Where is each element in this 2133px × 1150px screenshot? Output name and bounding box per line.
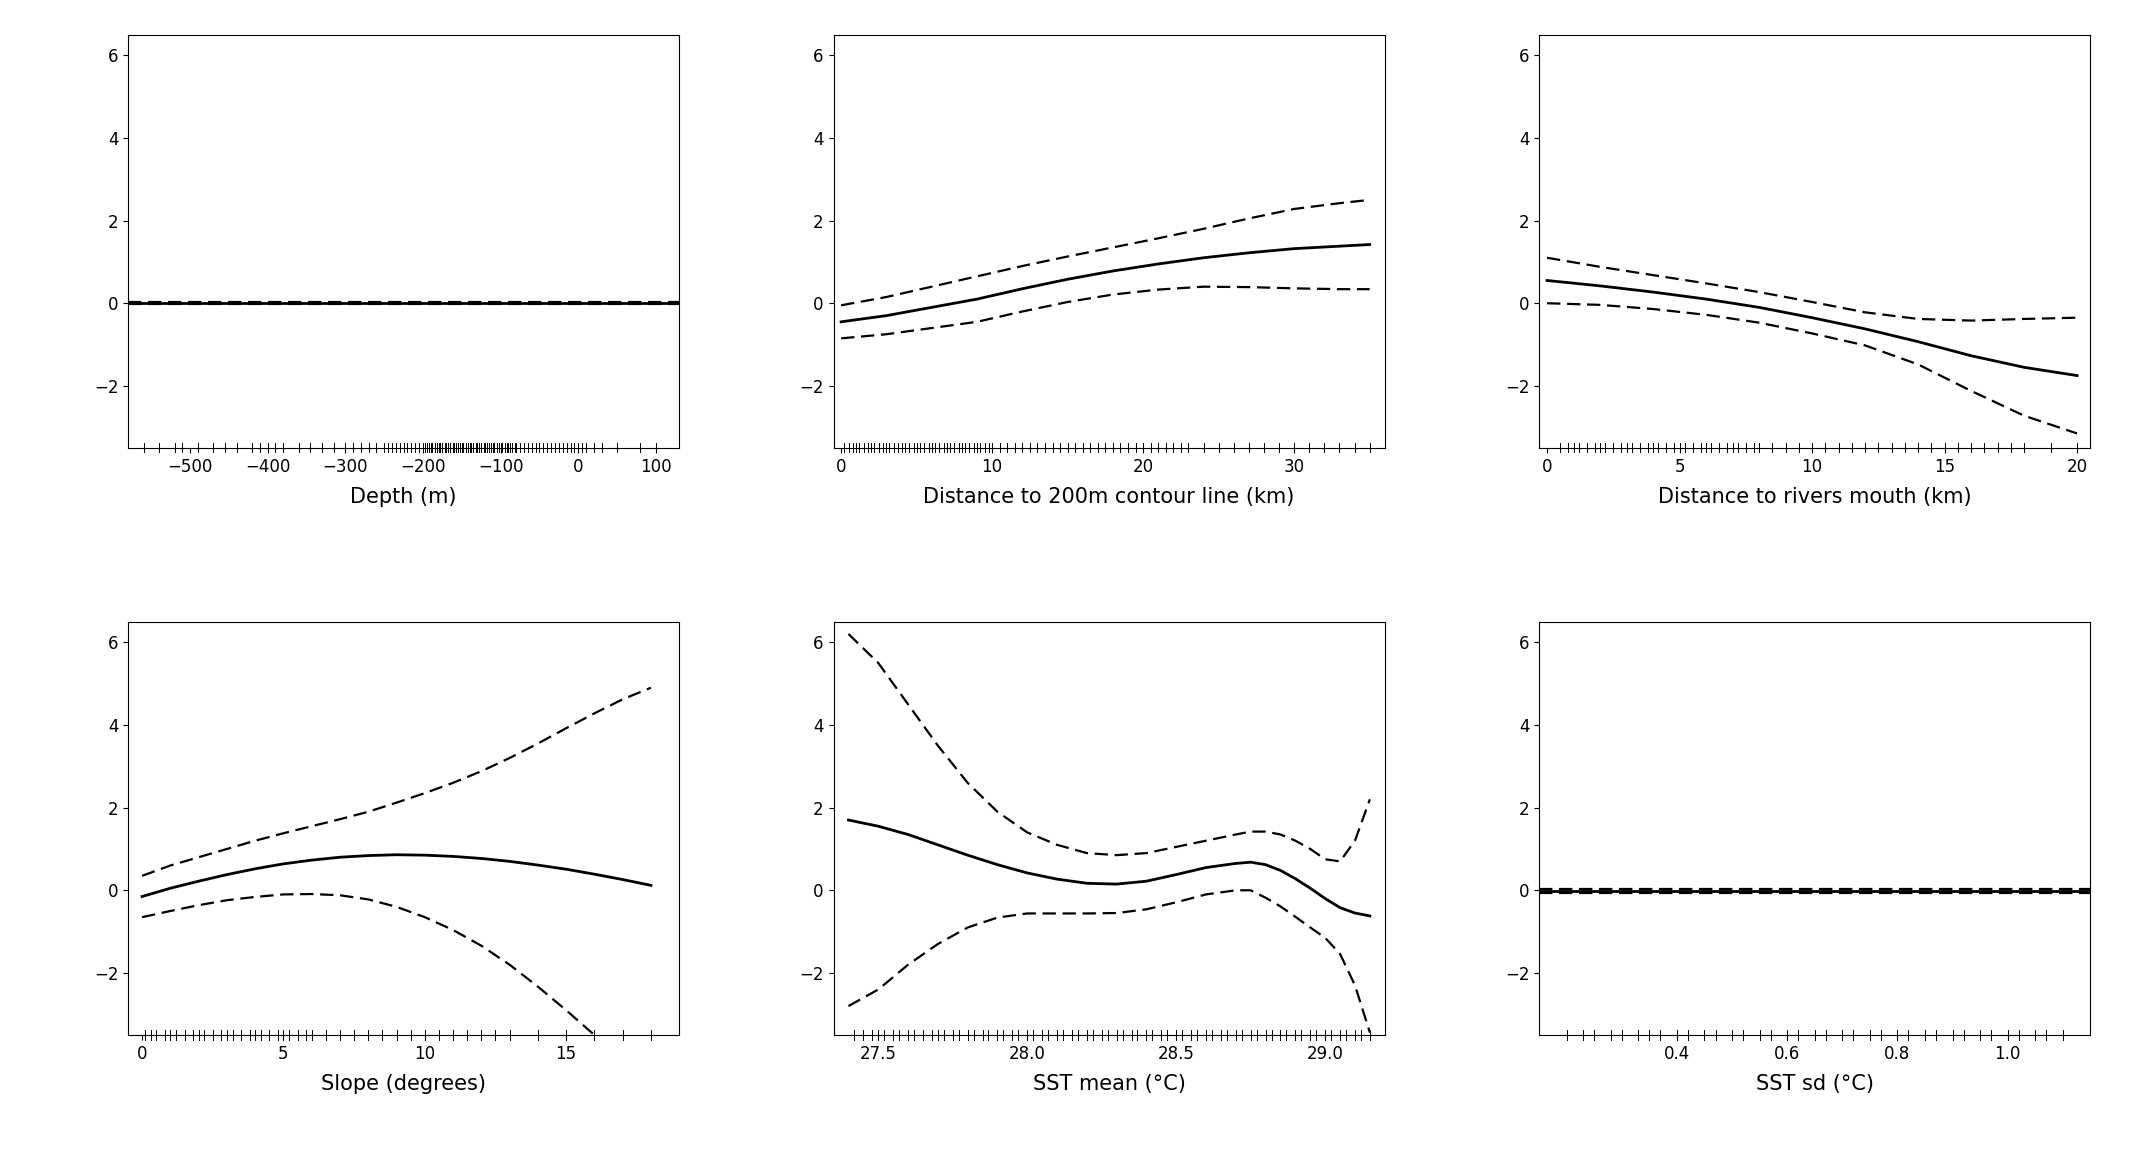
X-axis label: Distance to 200m contour line (km): Distance to 200m contour line (km) bbox=[924, 486, 1295, 507]
X-axis label: SST mean (°C): SST mean (°C) bbox=[1032, 1074, 1186, 1094]
X-axis label: Depth (m): Depth (m) bbox=[350, 486, 456, 507]
X-axis label: Distance to rivers mouth (km): Distance to rivers mouth (km) bbox=[1657, 486, 1971, 507]
X-axis label: SST sd (°C): SST sd (°C) bbox=[1755, 1074, 1873, 1094]
X-axis label: Slope (degrees): Slope (degrees) bbox=[322, 1074, 486, 1094]
